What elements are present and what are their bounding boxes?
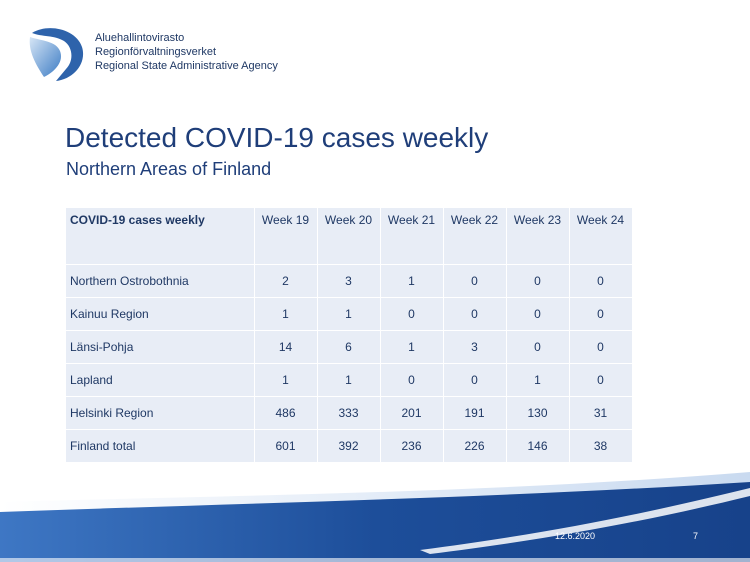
column-header: Week 22: [443, 208, 507, 265]
case-count-cell: 0: [506, 297, 570, 331]
case-count-cell: 191: [443, 396, 507, 430]
table-row: Helsinki Region 486 333 201 191 130 31: [66, 396, 633, 430]
case-count-cell: 0: [443, 297, 507, 331]
column-header: Week 24: [569, 208, 633, 265]
column-header: Week 19: [254, 208, 318, 265]
case-count-cell: 1: [380, 330, 444, 364]
slide-date: 12.6.2020: [555, 531, 596, 541]
case-count-cell: 31: [569, 396, 633, 430]
covid-cases-table: COVID-19 cases weekly Week 19 Week 20 We…: [66, 208, 633, 463]
column-header: Week 20: [317, 208, 381, 265]
case-count-cell: 0: [569, 330, 633, 364]
case-count-cell: 0: [569, 297, 633, 331]
case-count-cell: 486: [254, 396, 318, 430]
region-cell: Lapland: [66, 363, 255, 397]
case-count-cell: 1: [506, 363, 570, 397]
table-row: Northern Ostrobothnia 2 3 1 0 0 0: [66, 264, 633, 298]
case-count-cell: 226: [443, 429, 507, 463]
case-count-cell: 0: [569, 363, 633, 397]
slide-subtitle: Northern Areas of Finland: [66, 159, 272, 179]
case-count-cell: 130: [506, 396, 570, 430]
case-count-cell: 1: [254, 297, 318, 331]
agency-name-english: Regional State Administrative Agency: [95, 60, 278, 72]
case-count-cell: 1: [317, 297, 381, 331]
region-cell: Northern Ostrobothnia: [66, 264, 255, 298]
case-count-cell: 0: [443, 264, 507, 298]
case-count-cell: 38: [569, 429, 633, 463]
case-count-cell: 146: [506, 429, 570, 463]
case-count-cell: 1: [317, 363, 381, 397]
case-count-cell: 0: [380, 363, 444, 397]
case-count-cell: 201: [380, 396, 444, 430]
table-row: Lapland 1 1 0 0 1 0: [66, 363, 633, 397]
case-count-cell: 3: [443, 330, 507, 364]
case-count-cell: 236: [380, 429, 444, 463]
case-count-cell: 1: [254, 363, 318, 397]
region-cell: Helsinki Region: [66, 396, 255, 430]
case-count-cell: 2: [254, 264, 318, 298]
case-count-cell: 1: [380, 264, 444, 298]
table-header-label: COVID-19 cases weekly: [66, 208, 255, 265]
case-count-cell: 0: [443, 363, 507, 397]
slide-title: Detected COVID-19 cases weekly: [65, 122, 489, 153]
table-row: Kainuu Region 1 1 0 0 0 0: [66, 297, 633, 331]
column-header: Week 21: [380, 208, 444, 265]
region-cell: Finland total: [66, 429, 255, 463]
region-cell: Kainuu Region: [66, 297, 255, 331]
agency-name: Aluehallintovirasto Regionförvaltningsve…: [95, 31, 278, 73]
case-count-cell: 333: [317, 396, 381, 430]
region-cell: Länsi-Pohja: [66, 330, 255, 364]
agency-logo-icon: [29, 28, 84, 81]
slide-page-number: 7: [693, 531, 699, 541]
case-count-cell: 0: [380, 297, 444, 331]
agency-name-swedish: Regionförvaltningsverket: [95, 46, 217, 58]
case-count-cell: 14: [254, 330, 318, 364]
case-count-cell: 6: [317, 330, 381, 364]
table-row: Länsi-Pohja 14 6 1 3 0 0: [66, 330, 633, 364]
case-count-cell: 601: [254, 429, 318, 463]
case-count-cell: 392: [317, 429, 381, 463]
table-header-row: COVID-19 cases weekly Week 19 Week 20 We…: [66, 208, 633, 265]
column-header: Week 23: [506, 208, 570, 265]
agency-name-finnish: Aluehallintovirasto: [95, 32, 185, 44]
case-count-cell: 0: [506, 264, 570, 298]
footer-wave-band: [0, 472, 750, 562]
case-count-cell: 3: [317, 264, 381, 298]
case-count-cell: 0: [569, 264, 633, 298]
case-count-cell: 0: [506, 330, 570, 364]
table-row: Finland total 601 392 236 226 146 38: [66, 429, 633, 463]
